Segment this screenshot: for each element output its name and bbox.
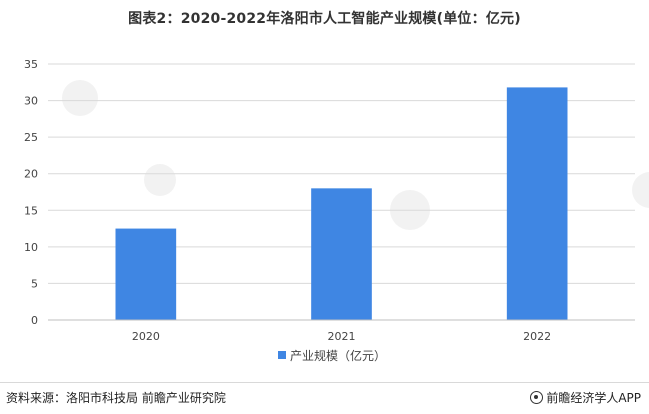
x-tick-label: 2022 bbox=[523, 330, 551, 343]
y-tick-label: 25 bbox=[24, 131, 38, 144]
legend-swatch bbox=[278, 351, 286, 359]
x-tick-label: 2021 bbox=[328, 330, 356, 343]
source-note: 资料来源：洛阳市科技局 前瞻产业研究院 bbox=[6, 391, 226, 405]
bar-2022 bbox=[506, 87, 568, 320]
x-axis-ticks: 2020 2021 2022 bbox=[132, 330, 551, 343]
y-tick-label: 0 bbox=[31, 314, 38, 327]
y-tick-label: 30 bbox=[24, 95, 38, 108]
y-tick-label: 15 bbox=[24, 204, 38, 217]
y-tick-label: 10 bbox=[24, 241, 38, 254]
watermark bbox=[62, 80, 649, 230]
bar-2021 bbox=[311, 188, 372, 320]
y-tick-label: 20 bbox=[24, 168, 38, 181]
legend-label: 产业规模（亿元） bbox=[290, 348, 386, 363]
y-axis-ticks: 0 5 10 15 20 25 30 35 bbox=[24, 58, 38, 327]
bar-2020 bbox=[115, 228, 177, 320]
y-tick-label: 5 bbox=[31, 277, 38, 290]
y-tick-label: 35 bbox=[24, 58, 38, 71]
brand-text: 前瞻经济学人APP bbox=[546, 391, 641, 405]
footer: 资料来源：洛阳市科技局 前瞻产业研究院 前瞻经济学人APP bbox=[0, 382, 649, 414]
bar-chart: 0 5 10 15 20 25 30 35 2020 2021 2022 产业规模（亿元） bbox=[24, 58, 649, 363]
x-tick-label: 2020 bbox=[132, 330, 160, 343]
brand-label: 前瞻经济学人APP bbox=[530, 389, 641, 406]
legend: 产业规模（亿元） bbox=[278, 348, 386, 363]
bars bbox=[115, 87, 568, 320]
chart-title: 图表2：2020-2022年洛阳市人工智能产业规模(单位：亿元) bbox=[128, 11, 521, 27]
qianzhan-logo-icon bbox=[530, 391, 544, 404]
